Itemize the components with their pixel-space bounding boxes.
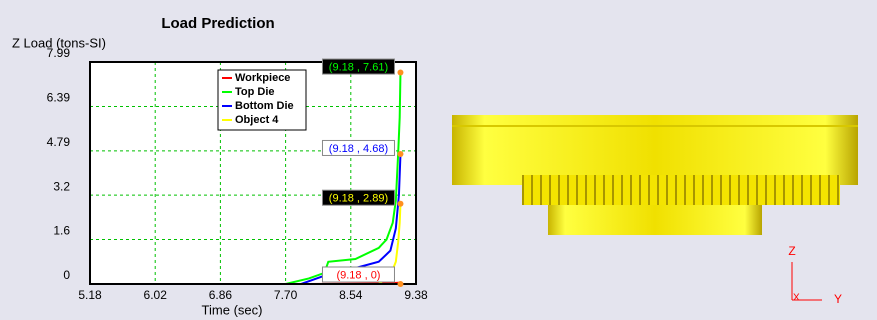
legend-label: Workpiece xyxy=(235,72,290,84)
triad-z-label: Z xyxy=(788,244,795,258)
x-tick-label: 5.18 xyxy=(78,288,102,302)
x-tick-label: 9.38 xyxy=(404,288,428,302)
annotation-point xyxy=(397,70,403,76)
y-tick-label: 6.39 xyxy=(47,91,71,105)
annotation-text: (9.18 , 7.61) xyxy=(329,61,388,73)
y-tick-label: 4.79 xyxy=(47,135,71,149)
screen: Load Prediction Z Load (tons-SI) Time (s… xyxy=(0,0,877,320)
annotation-point xyxy=(397,151,403,157)
chart-title: Load Prediction xyxy=(161,15,274,32)
flange-edge xyxy=(452,125,858,127)
y-tick-label: 3.2 xyxy=(53,179,70,193)
triad-y-label: Y xyxy=(834,292,842,306)
boss xyxy=(548,205,762,235)
ribbed-hub xyxy=(522,175,840,205)
y-tick-label: 0 xyxy=(63,268,70,282)
annotation: (9.18 , 4.68) xyxy=(322,140,403,157)
annotation-point xyxy=(397,281,403,287)
x-tick-label: 7.70 xyxy=(274,288,298,302)
annotation-point xyxy=(397,201,403,207)
x-axis-label: Time (sec) xyxy=(202,302,263,317)
annotation-text: (9.18 , 4.68) xyxy=(329,143,388,155)
y-tick-label: 7.99 xyxy=(47,46,71,60)
annotation: (9.18 , 2.89) xyxy=(322,190,403,207)
legend-label: Top Die xyxy=(235,86,275,98)
annotation-text: (9.18 , 0) xyxy=(336,269,380,281)
x-tick-label: 6.02 xyxy=(144,288,168,302)
annotation: (9.18 , 7.61) xyxy=(322,59,403,76)
x-tick-label: 8.54 xyxy=(339,288,363,302)
annotation-text: (9.18 , 2.89) xyxy=(329,193,388,205)
legend-label: Bottom Die xyxy=(235,100,294,112)
y-tick-label: 1.6 xyxy=(53,224,70,238)
legend: Workpiece Top Die Bottom Die Object 4 xyxy=(218,70,306,130)
x-tick-label: 6.86 xyxy=(209,288,233,302)
legend-label: Object 4 xyxy=(235,114,279,126)
triad-x-label: X xyxy=(793,293,800,304)
